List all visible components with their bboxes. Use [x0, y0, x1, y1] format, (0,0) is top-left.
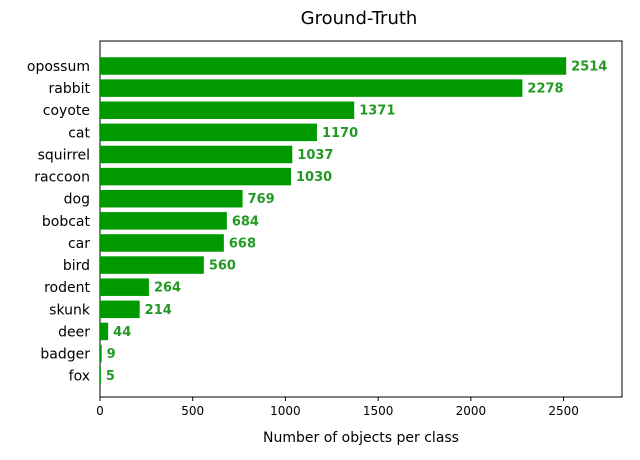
value-label: 2514: [571, 60, 607, 75]
value-label: 1371: [359, 104, 395, 119]
x-tick-label: 1500: [363, 404, 394, 418]
category-label: squirrel: [38, 147, 90, 163]
bar-bird: [100, 256, 204, 274]
bar-badger: [100, 344, 102, 363]
bar-deer: [100, 322, 109, 341]
category-label: fox: [69, 369, 90, 385]
value-label: 44: [113, 325, 131, 340]
category-label: opossum: [27, 59, 90, 75]
x-tick-label: 500: [181, 404, 204, 418]
value-label: 684: [232, 214, 259, 229]
x-axis-label: Number of objects per class: [263, 430, 459, 446]
value-label: 9: [107, 347, 116, 362]
bar-skunk: [100, 300, 140, 319]
category-label: rodent: [44, 280, 90, 296]
value-label: 214: [145, 303, 172, 318]
category-labels-group: opossum rabbit coyote cat squirrel raccoon dog…: [27, 59, 91, 385]
bar-cat: [100, 123, 317, 142]
value-label: 1170: [322, 126, 358, 141]
bar-coyote: [100, 101, 355, 119]
bar-opossum: [100, 57, 567, 75]
chart-title: Ground-Truth: [301, 8, 418, 29]
category-label: coyote: [43, 103, 90, 119]
category-label: bobcat: [42, 214, 91, 230]
value-label: 264: [154, 281, 181, 296]
bar-car: [100, 234, 224, 252]
category-label: rabbit: [49, 81, 91, 97]
category-label: skunk: [49, 302, 91, 318]
category-label: deer: [58, 324, 90, 340]
x-tick-label: 2000: [456, 404, 487, 418]
bar-rodent: [100, 278, 149, 296]
bar-squirrel: [100, 145, 293, 164]
category-label: raccoon: [34, 170, 90, 186]
x-tick-label: 1000: [270, 404, 301, 418]
category-label: dog: [64, 192, 90, 208]
x-tick-label: 0: [96, 404, 104, 418]
bar-raccoon: [100, 167, 291, 186]
value-label: 1037: [297, 148, 333, 163]
value-label: 1030: [296, 170, 332, 185]
value-label: 5: [106, 369, 115, 384]
x-ticks-group: 0 500 1000 1500 2000 2500: [96, 397, 579, 418]
value-label: 2278: [527, 82, 563, 97]
bar-dog: [100, 189, 243, 208]
bar-fox: [100, 366, 101, 385]
value-label: 668: [229, 236, 256, 251]
bars-group: [100, 57, 567, 385]
category-label: car: [68, 236, 90, 252]
category-label: badger: [40, 347, 90, 363]
value-label: 769: [248, 192, 275, 207]
bar-bobcat: [100, 212, 227, 230]
category-label: bird: [63, 258, 90, 274]
category-label: cat: [68, 125, 90, 141]
value-label: 560: [209, 259, 236, 274]
bar-rabbit: [100, 79, 523, 97]
x-tick-label: 2500: [548, 404, 579, 418]
